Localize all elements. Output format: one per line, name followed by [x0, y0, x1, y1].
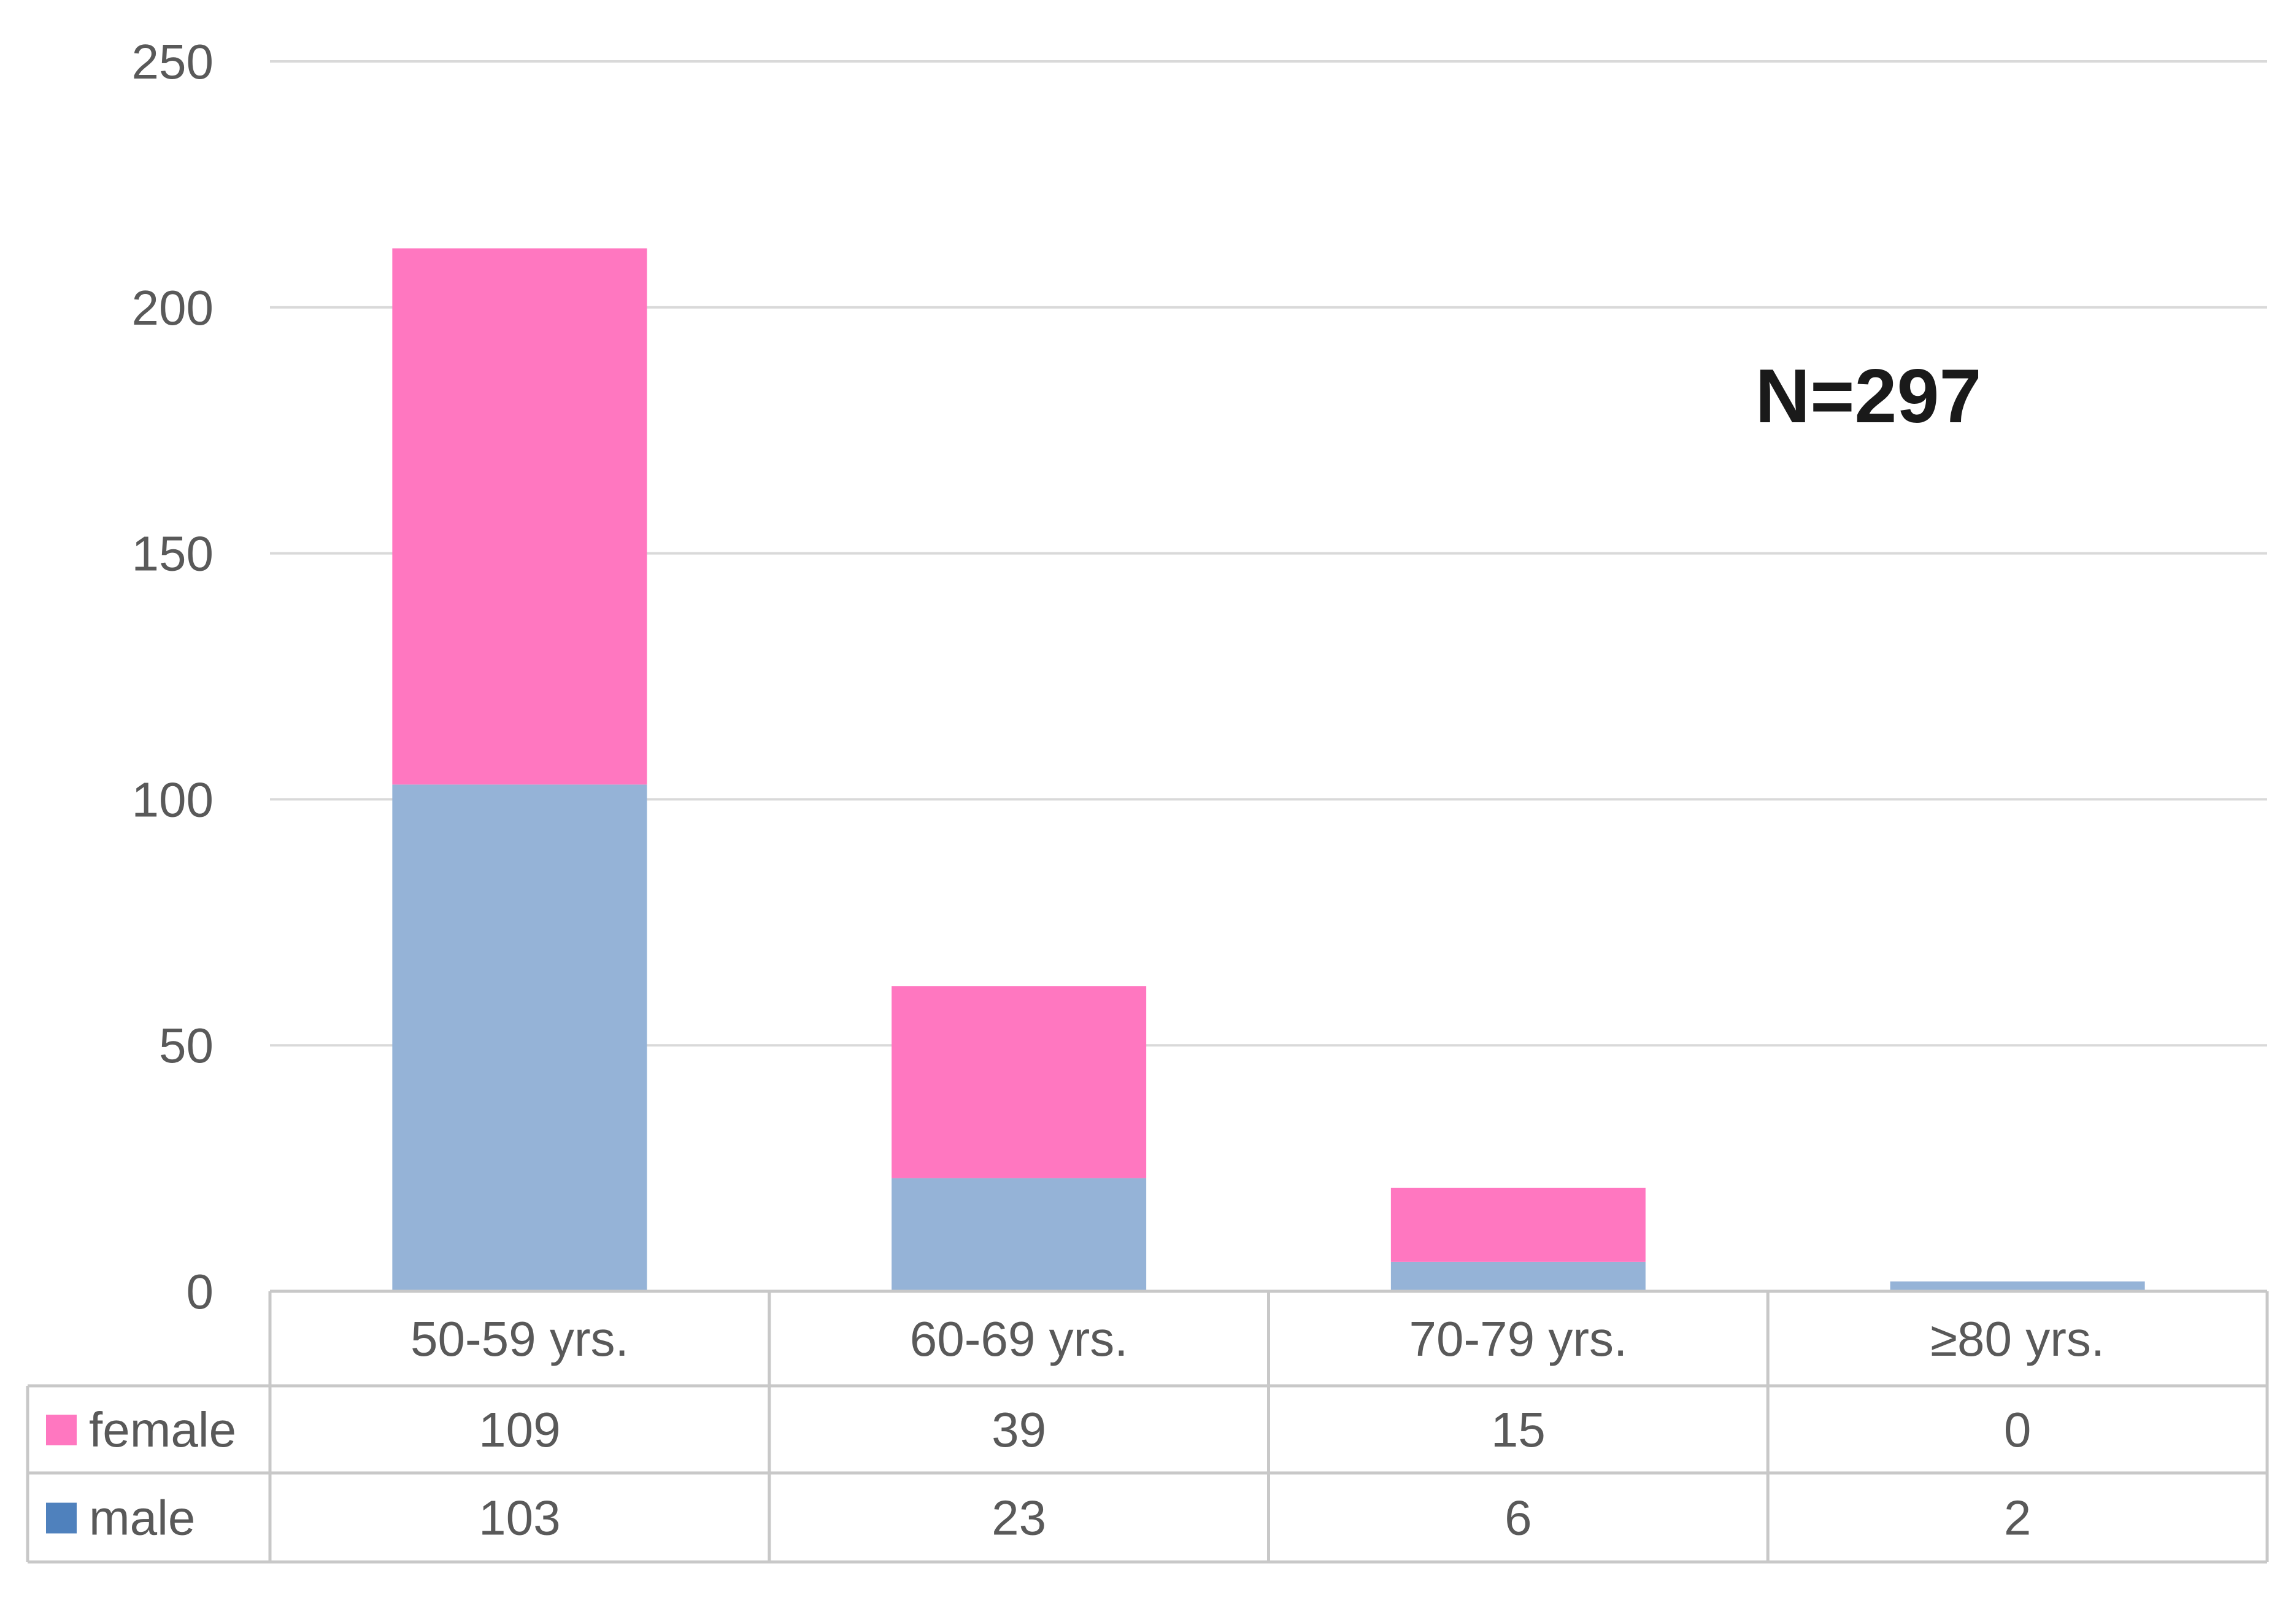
y-tick-label: 150: [132, 527, 214, 581]
bar-male: [1390, 1261, 1646, 1291]
bar-female: [392, 248, 647, 785]
data-table: [26, 1289, 2269, 1564]
y-tick-label: 50: [159, 1018, 214, 1073]
x-tick-label: 50-59 yrs.: [410, 1312, 629, 1366]
bar-female: [1390, 1188, 1646, 1262]
legend-swatch-female: [46, 1415, 77, 1445]
annotation-text: N=297: [1755, 354, 1982, 439]
data-table-value: 109: [479, 1402, 560, 1457]
x-tick-label: 60-69 yrs.: [910, 1312, 1128, 1366]
data-table-value: 0: [2004, 1402, 2032, 1457]
data-table-value: 2: [2004, 1491, 2032, 1545]
bar-male: [892, 1178, 1147, 1291]
y-tick-label: 200: [132, 280, 214, 335]
bars: [392, 248, 2145, 1291]
bar-male: [1890, 1281, 2145, 1291]
x-tick-label: ≥80 yrs.: [1930, 1312, 2105, 1366]
bar-male: [392, 784, 647, 1291]
y-tick-label: 250: [132, 34, 214, 89]
bar-female: [892, 986, 1147, 1178]
y-tick-label: 100: [132, 772, 214, 827]
data-table-value: 15: [1491, 1402, 1546, 1457]
data-table-value: 103: [479, 1491, 560, 1545]
legend-label-female: female: [89, 1402, 236, 1457]
legend-label-male: male: [89, 1491, 195, 1545]
data-table-value: 39: [992, 1402, 1046, 1457]
data-table-value: 6: [1504, 1491, 1532, 1545]
y-tick-label: 0: [187, 1264, 214, 1319]
x-tick-label: 70-79 yrs.: [1409, 1312, 1628, 1366]
data-table-value: 23: [992, 1491, 1046, 1545]
legend-swatch-male: [46, 1502, 77, 1534]
